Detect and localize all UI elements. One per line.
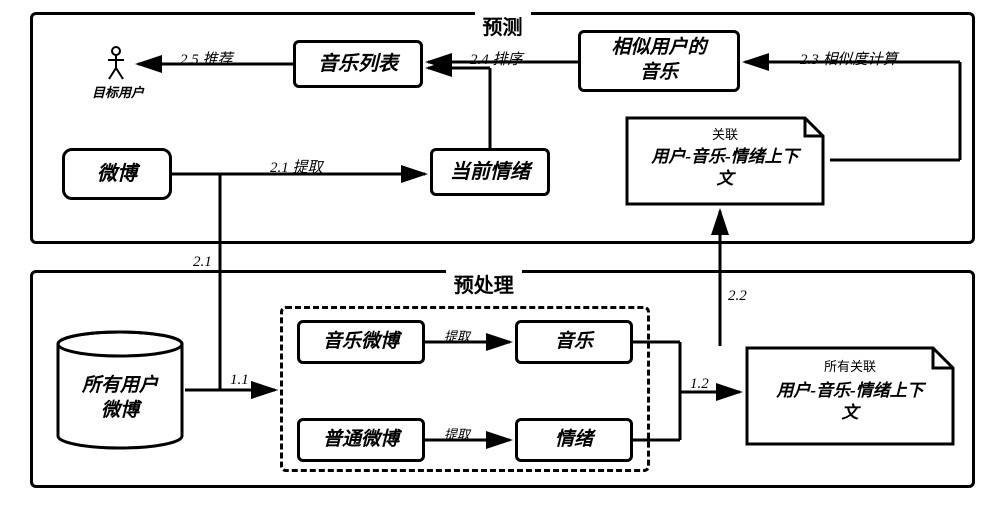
edge-23: 2.3 相似度计算	[800, 48, 898, 69]
preprocess-title: 预处理	[446, 269, 522, 298]
prediction-panel: 预测	[30, 12, 975, 244]
assoc-doc-title: 关联	[625, 124, 825, 143]
edge-extract2: 提取	[444, 424, 470, 443]
all-assoc-doc: 所有关联 用户-音乐-情绪上下 文	[745, 346, 955, 446]
all-assoc-doc-body: 用户-音乐-情绪上下 文	[745, 380, 955, 424]
normal-weibo-node: 普通微博	[297, 418, 425, 462]
current-emotion-node: 当前情绪	[430, 148, 550, 196]
edge-24: 2.4 排序	[470, 48, 523, 69]
assoc-doc: 关联 用户-音乐-情绪上下 文	[625, 116, 825, 206]
edge-21b: 2.1	[193, 254, 212, 271]
prediction-title: 预测	[475, 11, 531, 40]
edge-11: 1.1	[230, 372, 249, 389]
edge-12: 1.2	[690, 376, 709, 393]
all-assoc-doc-title: 所有关联	[745, 356, 955, 375]
music-weibo-node: 音乐微博	[297, 320, 425, 364]
edge-21: 2.1 提取	[270, 156, 323, 177]
music-list-node: 音乐列表	[293, 40, 423, 88]
edge-22: 2.2	[728, 288, 747, 305]
edge-extract1: 提取	[444, 326, 470, 345]
music-node: 音乐	[515, 320, 633, 364]
similar-user-music-node: 相似用户的 音乐	[578, 30, 740, 92]
assoc-doc-body: 用户-音乐-情绪上下 文	[625, 146, 825, 190]
target-user-label: 目标用户	[78, 82, 158, 101]
edge-25: 2.5 推荐	[180, 48, 233, 69]
similar-user-music-text: 相似用户的 音乐	[611, 36, 706, 85]
weibo-node: 微博	[62, 148, 172, 200]
person-icon	[104, 46, 128, 80]
all-user-weibo-db: 所有用户 微博	[55, 330, 185, 450]
emotion-node: 情绪	[515, 418, 633, 462]
all-user-weibo-text: 所有用户 微博	[55, 374, 185, 423]
